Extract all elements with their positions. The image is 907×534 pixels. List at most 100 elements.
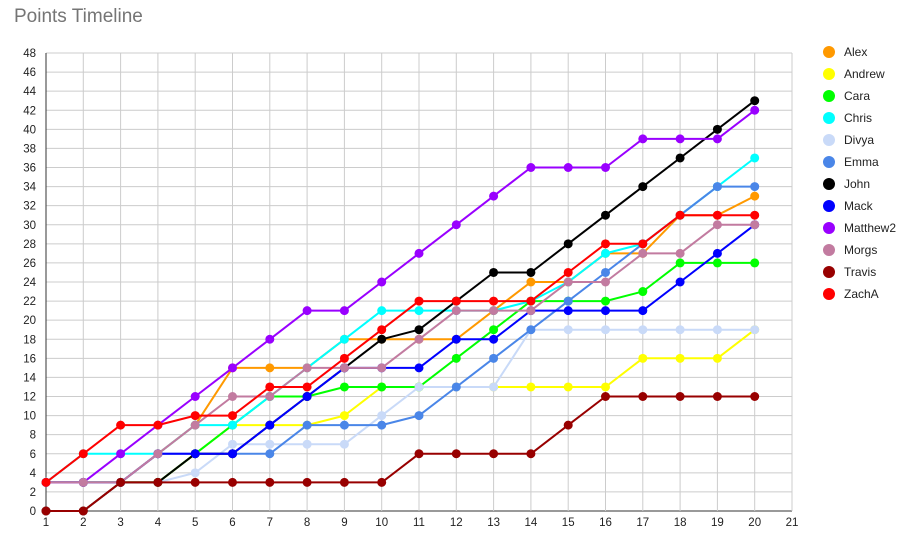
- y-tick-label: 12: [23, 392, 36, 404]
- data-point: [302, 392, 312, 401]
- data-point: [489, 382, 499, 392]
- series-zacha: [41, 210, 760, 487]
- data-point: [712, 325, 722, 335]
- data-point: [526, 382, 536, 392]
- data-point: [451, 334, 461, 344]
- data-point: [563, 163, 573, 172]
- data-point: [675, 258, 685, 268]
- data-point: [638, 239, 648, 249]
- data-point: [78, 449, 88, 459]
- legend-item: Matthew2: [823, 221, 896, 235]
- legend-item: Andrew: [823, 67, 885, 81]
- y-tick-label: 18: [23, 334, 36, 346]
- y-tick-label: 42: [23, 105, 36, 117]
- data-point: [563, 420, 573, 430]
- data-point: [414, 306, 424, 316]
- data-point: [712, 210, 722, 220]
- legend: Alex Andrew Cara Chris Divya Emma John Mack Matt…: [823, 45, 896, 301]
- data-point: [563, 296, 573, 306]
- legend-label: ZachA: [844, 287, 879, 301]
- legend-label: Travis: [844, 265, 876, 279]
- x-tick-label: 6: [229, 517, 235, 529]
- x-tick-label: 8: [304, 517, 310, 529]
- x-tick-label: 2: [80, 517, 86, 529]
- data-point: [750, 96, 760, 106]
- series-john: [41, 96, 760, 516]
- series-line: [46, 99, 756, 512]
- data-point: [377, 277, 387, 287]
- data-point: [675, 325, 685, 335]
- data-point: [153, 420, 163, 430]
- data-point: [750, 210, 760, 220]
- data-point: [750, 182, 760, 192]
- legend-marker: [823, 266, 835, 278]
- y-tick-label: 40: [23, 124, 36, 136]
- data-point: [78, 506, 88, 516]
- data-point: [451, 449, 461, 459]
- data-point: [526, 325, 536, 335]
- data-point: [675, 210, 685, 220]
- legend-label: Chris: [844, 111, 872, 125]
- y-tick-label: 20: [23, 315, 36, 327]
- data-point: [116, 420, 126, 430]
- data-point: [265, 449, 275, 459]
- data-point: [265, 439, 275, 449]
- data-point: [712, 258, 722, 268]
- data-point: [377, 363, 387, 373]
- data-point: [377, 411, 387, 421]
- data-point: [265, 363, 275, 373]
- data-point: [638, 392, 648, 401]
- legend-marker: [823, 46, 835, 58]
- data-point: [339, 306, 349, 316]
- x-tick-label: 13: [487, 517, 500, 529]
- series-line: [46, 223, 755, 484]
- data-point: [190, 477, 200, 487]
- data-point: [339, 334, 349, 344]
- y-tick-label: 24: [23, 277, 36, 289]
- data-point: [377, 477, 387, 487]
- data-point: [675, 277, 685, 287]
- data-point: [750, 105, 760, 115]
- y-tick-label: 30: [23, 220, 36, 232]
- data-point: [377, 334, 387, 344]
- legend-marker: [823, 288, 835, 300]
- legend-item: Mack: [823, 199, 874, 213]
- data-point: [228, 449, 237, 459]
- series-cara: [41, 258, 760, 487]
- data-point: [601, 325, 610, 335]
- data-point: [712, 220, 722, 230]
- series-divya: [41, 325, 760, 487]
- data-point: [339, 411, 349, 421]
- data-point: [675, 134, 685, 144]
- data-point: [414, 248, 424, 258]
- data-point: [190, 449, 200, 459]
- data-point: [489, 191, 499, 201]
- data-point: [712, 134, 722, 144]
- x-tick-label: 9: [341, 517, 347, 529]
- x-tick-label: 16: [599, 517, 612, 529]
- data-point: [601, 248, 610, 258]
- data-point: [489, 306, 499, 316]
- data-point: [302, 382, 312, 392]
- chart-title: Points Timeline: [14, 6, 143, 27]
- data-point: [563, 277, 573, 287]
- data-point: [153, 477, 163, 487]
- data-point: [638, 325, 648, 335]
- x-tick-label: 5: [192, 517, 198, 529]
- x-tick-label: 20: [748, 517, 761, 529]
- data-point: [601, 163, 610, 172]
- data-point: [489, 449, 499, 459]
- data-point: [601, 267, 610, 277]
- data-point: [489, 353, 499, 363]
- legend-label: Matthew2: [844, 221, 896, 235]
- y-tick-label: 22: [23, 296, 36, 308]
- x-tick-label: 12: [450, 517, 463, 529]
- data-point: [489, 267, 499, 277]
- y-tick-label: 0: [30, 506, 36, 518]
- series-line: [46, 261, 755, 484]
- legend-marker: [823, 156, 835, 168]
- data-point: [190, 468, 200, 478]
- x-tick-label: 3: [117, 517, 123, 529]
- legend-marker: [823, 222, 835, 234]
